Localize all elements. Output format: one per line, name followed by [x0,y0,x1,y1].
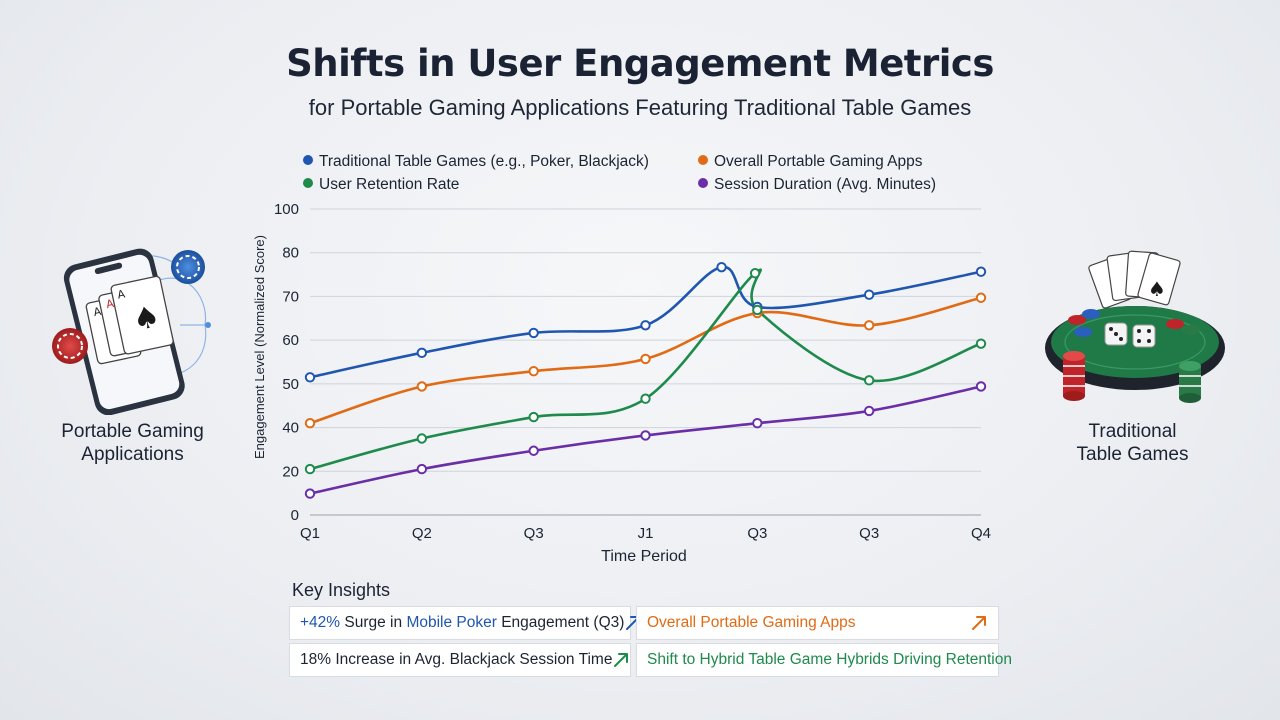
x-tick-label: Q4 [971,525,991,542]
legend-label: Traditional Table Games (e.g., Poker, Bl… [319,153,649,170]
svg-text:♠: ♠ [1148,277,1166,301]
legend-label: User Retention Rate [319,176,459,193]
data-point [975,292,987,303]
svg-text:A: A [116,287,127,301]
smartphone-cards-chips-icon: A A A ♠ [52,248,211,415]
y-tick-label: 50 [282,376,299,393]
data-point [416,381,428,392]
insight-card: Shift to Hybrid Table Game Hybrids Drivi… [636,643,1012,677]
data-point [752,418,763,429]
insight-card: 18% Increase in Avg. Blackjack Session T… [289,643,631,677]
right-panel-label-line2: Table Games [1076,444,1189,465]
data-point [640,320,651,331]
data-point [528,365,539,377]
data-point [863,320,875,331]
data-point [528,445,539,456]
x-tick-label: Q1 [300,525,320,542]
y-tick-label: 70 [282,288,299,305]
y-tick-label: 0 [291,507,299,524]
data-point [975,266,987,277]
trend-up-arrow-icon [972,616,986,630]
y-axis-label: Engagement Level (Normalized Score) [252,235,267,459]
insight-text: +42% Surge in Mobile Poker Engagement (Q… [300,614,625,631]
x-tick-label: Q3 [859,525,879,542]
data-point [863,375,875,386]
x-axis-ticks: Q1 Q2 Q3 J1 Q3 Q3 Q4 [300,525,991,542]
data-point [975,338,987,349]
data-point [416,347,428,359]
data-point [640,430,651,441]
data-point [304,372,316,383]
card-table-dice-chips-icon: ♠ [1045,250,1225,403]
data-point [863,289,875,300]
legend-marker [303,155,313,165]
legend-marker [698,155,708,165]
y-tick-label: 100 [274,201,299,218]
right-panel-label-line1: Traditional [1088,421,1177,442]
data-point [640,353,651,365]
trend-up-arrow-icon [614,653,629,667]
data-point [752,304,763,316]
data-point [863,405,875,417]
data-point [416,433,428,444]
left-panel-label-line2: Applications [81,444,184,465]
legend-label: Overall Portable Gaming Apps [714,153,923,170]
data-point [416,463,428,475]
data-point [528,411,539,423]
y-tick-label: 20 [282,463,299,480]
x-axis-label: Time Period [601,548,687,565]
data-point [304,463,316,475]
y-tick-label: 40 [282,420,299,437]
insight-card: +42% Surge in Mobile Poker Engagement (Q… [289,606,641,640]
insight-text: Shift to Hybrid Table Game Hybrids Drivi… [647,651,1012,668]
data-point [304,418,316,429]
series-lines [308,265,983,495]
left-panel-label-line1: Portable Gaming [61,421,204,442]
insight-text: 18% Increase in Avg. Blackjack Session T… [300,651,613,668]
y-tick-label: 80 [282,245,299,262]
chart-legend: Traditional Table Games (e.g., Poker, Bl… [303,153,936,193]
data-point [528,327,539,339]
series-points [304,261,987,499]
x-tick-label: Q3 [524,525,544,542]
legend-marker [698,178,708,188]
series-line-0 [308,265,983,379]
svg-text:A: A [92,305,103,319]
series-line-2 [308,268,983,471]
y-tick-label: 60 [282,332,299,349]
insight-card: Overall Portable Gaming Apps [636,606,999,640]
legend-label: Session Duration (Avg. Minutes) [714,176,936,193]
page-title: Shifts in User Engagement Metrics [286,42,994,85]
insights-title: Key Insights [292,580,391,600]
x-tick-label: J1 [638,525,654,542]
x-tick-label: Q2 [412,525,432,542]
page-subtitle: for Portable Gaming Applications Featuri… [308,95,972,120]
insight-text: Overall Portable Gaming Apps [647,614,856,631]
x-tick-label: Q3 [747,525,767,542]
peak-point [716,261,727,273]
svg-text:A: A [105,297,116,311]
peak-point [749,268,761,279]
data-point [975,381,987,392]
y-axis-ticks: 0 20 40 50 60 70 80 100 [274,201,299,524]
legend-marker [303,178,313,188]
data-point [640,393,651,404]
data-point [304,488,316,499]
